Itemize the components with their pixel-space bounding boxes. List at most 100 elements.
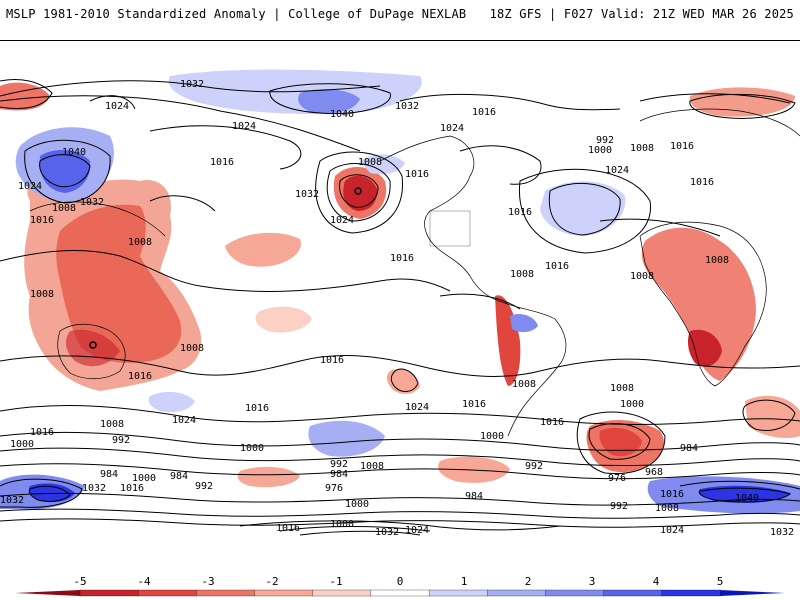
isobar-label: 1000 [620, 399, 644, 410]
isobar-label: 1040 [330, 109, 354, 120]
anomaly-positive-pacific-n [360, 154, 405, 175]
isobar-label: 1000 [10, 439, 34, 450]
colorbar-swatch [370, 589, 430, 597]
isobar-label: 992 [330, 459, 348, 470]
low-center-marker [354, 187, 362, 195]
isobar-label: 1024 [172, 415, 196, 426]
isobar-label: 1008 [30, 289, 54, 300]
isobar-label: 1032 [0, 495, 24, 506]
isobar-label: 992 [195, 481, 213, 492]
map-title: MSLP 1981-2010 Standardized Anomaly | Co… [6, 7, 467, 21]
isobar-label: 1016 [128, 371, 152, 382]
isobar-label: 1016 [210, 157, 234, 168]
isobar-label: 1016 [320, 355, 344, 366]
colorbar-swatch [661, 589, 721, 597]
coastlines [29, 108, 800, 437]
low-center-marker [89, 341, 97, 349]
isobar-label: 1016 [670, 141, 694, 152]
isobar-label: 1008 [610, 383, 634, 394]
colorbar-swatch [428, 589, 488, 597]
isobar-label: 1016 [120, 483, 144, 494]
isobar-label: 992 [525, 461, 543, 472]
isobar-label: 1032 [375, 527, 399, 538]
colorbar-swatch [545, 589, 605, 597]
isobar-label: 1016 [472, 107, 496, 118]
isobar-label: 1032 [395, 101, 419, 112]
anomaly-positive-s-america [510, 314, 538, 333]
colorbar-swatches [15, 589, 785, 597]
isobar-label: 1024 [405, 402, 429, 413]
anomaly-negative-nw [0, 82, 50, 111]
isobar-label: 1008 [128, 237, 152, 248]
map-canvas: 1032 1024 1040 1032 1024 1016 1032 1008 … [0, 69, 800, 538]
anomaly-negative-so-indian [745, 395, 800, 438]
colorbar-swatch [196, 589, 256, 597]
colorbar: -5 -4 -3 -2 -1 0 1 2 3 4 5 [0, 560, 800, 600]
colorbar-tick-label: 0 [397, 575, 404, 588]
colorbar-swatch [79, 589, 139, 597]
colorbar-tick-label: 1 [461, 575, 468, 588]
map-panel: 1032 1024 1040 1032 1024 1016 1032 1008 … [0, 40, 800, 562]
colorbar-tick-label: -3 [201, 575, 214, 588]
isobar-label: 984 [330, 469, 348, 480]
isobar-label: 1024 [440, 123, 464, 134]
anomaly-negative-sp-2 [237, 466, 300, 488]
isobar-label: 984 [465, 491, 483, 502]
isobar-label: 1016 [30, 215, 54, 226]
isobar-label: 1024 [660, 525, 684, 536]
isobar-label: 1016 [540, 417, 564, 428]
colorbar-tick-label: -2 [265, 575, 278, 588]
colorbar-tick-label: 4 [653, 575, 660, 588]
isobar-label: 1008 [705, 255, 729, 266]
isobar-label: 1032 [82, 483, 106, 494]
anomaly-negative-south-atlantic-core [599, 427, 642, 457]
anomaly-positive-n-atlantic [540, 181, 626, 236]
anomaly-negative-africa [641, 227, 756, 381]
isobar-label: 1024 [18, 181, 42, 192]
anomaly-negative-asia-core [56, 204, 182, 363]
anomaly-positive-arctic-core [298, 89, 360, 114]
isobar-label: 984 [680, 443, 698, 454]
isobar-label: 1016 [508, 207, 532, 218]
isobar-label: 992 [596, 135, 614, 146]
isobar-label: 1000 [480, 431, 504, 442]
isobar-label: 976 [608, 473, 626, 484]
anomaly-positive-siberia-core [39, 149, 91, 193]
anomaly-negative-pacific [225, 232, 301, 267]
colorbar-swatch [720, 590, 785, 596]
isobar-label: 1016 [660, 489, 684, 500]
anomaly-negative-ne [689, 87, 795, 117]
isobar-label: 1016 [390, 253, 414, 264]
isobar-label: 1016 [545, 261, 569, 272]
isobar-label: 1024 [232, 121, 256, 132]
colorbar-swatch [254, 589, 314, 597]
colorbar-tick-label: -4 [137, 575, 151, 588]
colorbar-swatch [15, 590, 80, 596]
isobar-label: 1000 [330, 519, 354, 530]
isobar-label: 1008 [510, 269, 534, 280]
isobar-label: 1008 [360, 461, 384, 472]
colorbar-tick-label: 3 [589, 575, 596, 588]
colorbar-tick-label: 5 [717, 575, 724, 588]
anomaly-positive-s-pacific [308, 420, 385, 457]
colorbar-tick-label: -5 [73, 575, 86, 588]
isobar-label: 1008 [180, 343, 204, 354]
isobar-label: 1008 [630, 143, 654, 154]
anomaly-positive-s-pacific-2 [148, 391, 195, 413]
colorbar-swatch [312, 589, 372, 597]
isobar-label: 1016 [462, 399, 486, 410]
isobar-labels: 1032 1024 1040 1032 1024 1016 1032 1008 … [0, 79, 794, 538]
isobar-label: 1016 [690, 177, 714, 188]
isobar-label: 1024 [405, 525, 429, 536]
colorbar-swatch [138, 589, 198, 597]
isobar-label: 1008 [358, 157, 382, 168]
isobar-label: 1000 [588, 145, 612, 156]
isobar-label: 1008 [100, 419, 124, 430]
isobar-label: 1024 [605, 165, 629, 176]
isobar-label: 1040 [735, 493, 759, 504]
isobar-label: 1000 [240, 443, 264, 454]
colorbar-canvas: -5 -4 -3 -2 -1 0 1 2 3 4 5 [15, 575, 785, 597]
isobar-label: 1024 [105, 101, 129, 112]
isobar-label: 1000 [345, 499, 369, 510]
isobar-label: 968 [645, 467, 663, 478]
